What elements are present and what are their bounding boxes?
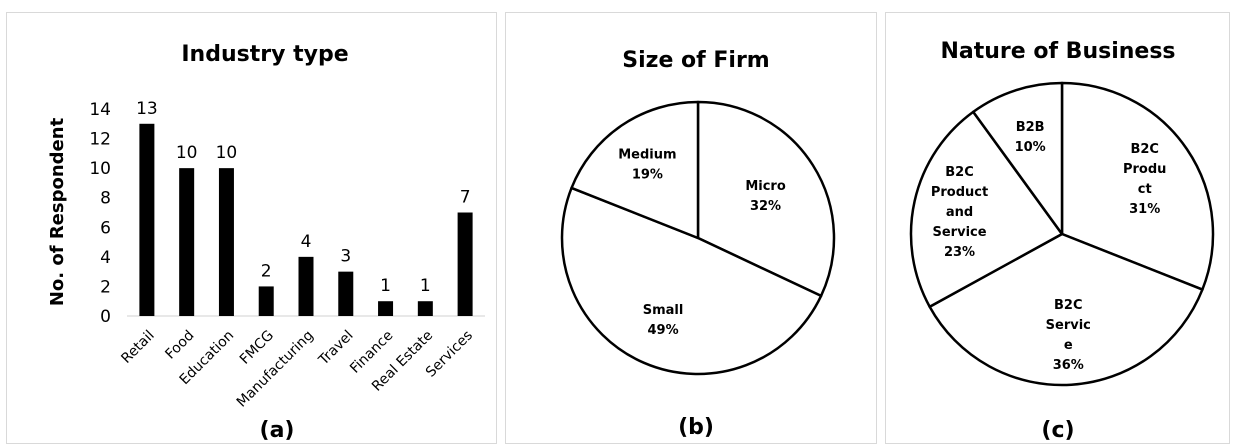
slice-label: B2C <box>1054 298 1083 313</box>
slice-label: 31% <box>1129 202 1160 217</box>
y-tick-label: 8 <box>100 189 111 209</box>
industry-type-chart: Industry type No. of Respondent 02468101… <box>47 42 485 443</box>
slice-label: 49% <box>647 323 678 338</box>
slice-label: 36% <box>1053 358 1084 373</box>
slice-label: B2C <box>945 165 974 180</box>
pie-slice <box>696 100 836 298</box>
bar-retail <box>139 123 155 317</box>
size-of-firm-chart: Size of Firm Micro 32% Small 49% Medium 19% (… <box>560 48 836 440</box>
caption-a: (a) <box>260 418 295 443</box>
y-axis-ticks: 0 2 4 6 8 10 12 14 <box>89 100 111 327</box>
bars <box>139 123 473 317</box>
industry-type-panel: Industry type No. of Respondent 0 2 4 6 8 10 1… <box>6 12 497 444</box>
y-tick-label: 0 <box>100 307 111 327</box>
data-labels: 13 10 10 2 4 3 1 1 7 <box>136 99 470 296</box>
data-label: 4 <box>301 232 312 252</box>
slice-label: Medium <box>618 148 676 163</box>
slice-label: Servic <box>1046 318 1091 333</box>
slice-label: Service <box>933 225 987 240</box>
data-label: 13 <box>136 99 158 119</box>
data-label: 1 <box>380 276 391 296</box>
pie-slice <box>560 186 823 376</box>
bar-food <box>179 168 195 316</box>
y-tick-label: 14 <box>89 100 111 120</box>
pie-slice <box>928 232 1204 387</box>
chart-title: Nature of Business <box>940 39 1175 64</box>
bar-finance <box>378 301 394 316</box>
data-label: 1 <box>420 276 431 296</box>
pie-slice <box>570 100 700 240</box>
data-label: 10 <box>176 143 198 163</box>
data-label: 10 <box>216 143 238 163</box>
bar-services <box>457 212 473 316</box>
pie-slice <box>909 110 1064 308</box>
slice-label: Micro <box>745 179 786 194</box>
pie-slices <box>560 100 836 376</box>
bar-education <box>218 168 234 316</box>
nature-of-business-panel: Nature of Business B2C Produ ct 31% B2C Servi… <box>885 12 1230 444</box>
slice-label: 19% <box>632 168 663 183</box>
slice-label: B2C <box>1130 142 1159 157</box>
y-tick-label: 10 <box>89 159 111 179</box>
y-axis-label: No. of Respondent <box>47 117 68 306</box>
pie-slices <box>909 81 1215 387</box>
bar-manufacturing <box>298 256 314 316</box>
slice-label: e <box>1064 338 1073 353</box>
pie-labels: Micro 32% Small 49% Medium 19% <box>618 148 786 338</box>
caption-b: (b) <box>678 415 714 440</box>
slice-label: 10% <box>1015 140 1046 155</box>
slice-label: B2B <box>1016 120 1045 135</box>
pie-labels: B2CProduct31%B2CService36%B2CProductandS… <box>931 120 1167 373</box>
x-tick-label: Retail <box>118 328 157 367</box>
slice-label: ct <box>1138 182 1152 197</box>
data-label: 3 <box>340 247 351 267</box>
slice-label: and <box>946 205 973 220</box>
pie-slice <box>971 81 1064 236</box>
slice-label: 23% <box>944 245 975 260</box>
y-tick-label: 4 <box>100 248 111 268</box>
x-tick-label: Food <box>162 328 197 363</box>
bar-fmcg <box>258 286 274 316</box>
nature-of-business-chart: Nature of Business B2CProduct31%B2CServi… <box>909 39 1215 443</box>
data-label: 2 <box>261 261 272 281</box>
slice-label: Small <box>643 303 684 318</box>
y-tick-label: 6 <box>100 218 111 238</box>
y-tick-label: 12 <box>89 130 111 150</box>
pie-slice <box>1060 81 1215 291</box>
data-label: 7 <box>460 188 471 208</box>
bar-real-estate <box>417 301 433 316</box>
slice-label: 32% <box>750 199 781 214</box>
y-tick-label: 2 <box>100 277 111 297</box>
chart-title: Industry type <box>181 42 348 67</box>
chart-title: Size of Firm <box>622 48 769 73</box>
slice-label: Produ <box>1123 162 1166 177</box>
slice-label: Product <box>931 185 988 200</box>
caption-c: (c) <box>1041 418 1074 443</box>
size-of-firm-panel: Size of Firm Micro 32% Small 49% Medium 19% (… <box>505 12 877 444</box>
bar-travel <box>338 271 354 316</box>
